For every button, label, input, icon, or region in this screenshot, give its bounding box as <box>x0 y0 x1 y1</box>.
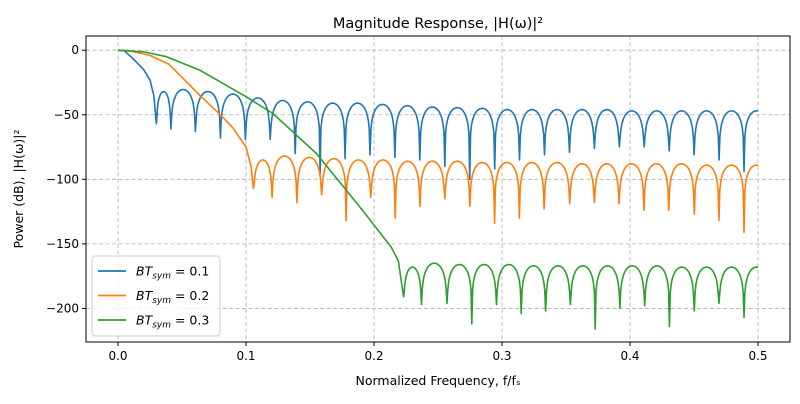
x-tick-label: 0.0 <box>108 349 127 363</box>
legend-value: = 0.2 <box>171 288 209 303</box>
chart-title: Magnitude Response, |H(ω)|² <box>333 16 543 32</box>
x-tick-label: 0.1 <box>236 349 255 363</box>
legend-label-2: BTsym = 0.2 <box>136 288 209 306</box>
x-tick-label: 0.5 <box>748 349 767 363</box>
legend-label-1: BTsym = 0.1 <box>136 264 209 282</box>
legend-value: = 0.1 <box>171 264 209 279</box>
legend-main: BT <box>136 264 154 279</box>
legend-box <box>91 255 221 337</box>
y-tick-label: 0 <box>71 43 79 57</box>
legend-value: = 0.3 <box>171 313 209 328</box>
y-tick-label: −100 <box>46 172 79 186</box>
x-tick-label: 0.4 <box>620 349 639 363</box>
y-tick-label: −50 <box>54 108 79 122</box>
legend-sub: sym <box>152 296 171 306</box>
legend-main: BT <box>136 313 154 328</box>
x-tick-label: 0.2 <box>364 349 383 363</box>
y-tick-label: −150 <box>46 237 79 251</box>
legend-label-3: BTsym = 0.3 <box>136 313 209 331</box>
ticks: 0.0 0.1 0.2 0.3 0.4 0.5 0 −50 −100 −150 −200 <box>46 43 768 363</box>
series-line-1 <box>117 49 759 181</box>
x-axis-label: Normalized Frequency, f/fₛ <box>355 373 520 388</box>
series-lines <box>117 49 759 330</box>
series-line-3 <box>117 49 759 330</box>
y-axis-label: Power (dB), |H(ω)|² <box>11 129 26 248</box>
grid <box>86 36 790 342</box>
legend-main: BT <box>136 288 154 303</box>
x-tick-label: 0.3 <box>492 349 511 363</box>
y-tick-label: −200 <box>46 301 79 315</box>
legend-sub: sym <box>152 272 171 282</box>
plot-frame <box>85 35 791 343</box>
legend-sub: sym <box>152 321 171 331</box>
